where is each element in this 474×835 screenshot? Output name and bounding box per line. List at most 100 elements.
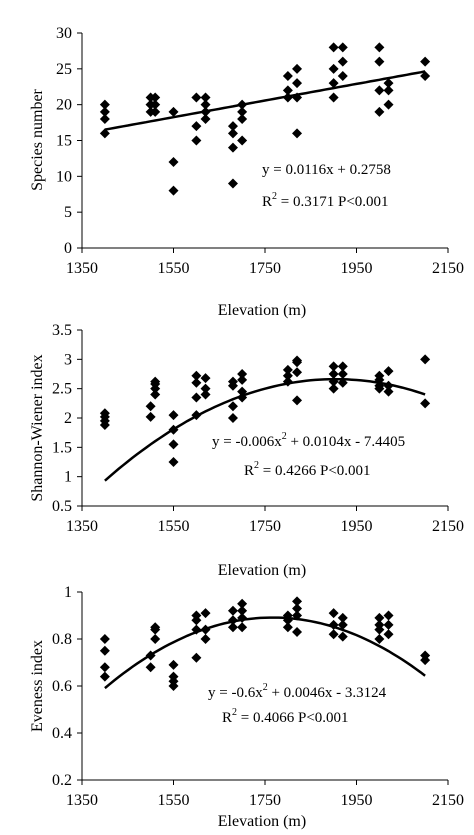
data-point bbox=[282, 364, 293, 375]
panel-2-fit-line bbox=[104, 377, 426, 482]
data-point bbox=[292, 78, 303, 89]
data-point bbox=[337, 619, 348, 630]
data-point bbox=[337, 56, 348, 67]
y-tick-label: 2 bbox=[64, 410, 72, 427]
x-tick-label: 2150 bbox=[432, 792, 464, 809]
data-point bbox=[227, 622, 238, 633]
data-point bbox=[99, 662, 110, 673]
data-point bbox=[374, 634, 385, 644]
data-point bbox=[328, 629, 339, 640]
data-point bbox=[237, 369, 248, 379]
y-tick-label: 0.4 bbox=[52, 725, 72, 742]
data-point bbox=[292, 367, 303, 378]
panel-2-r-value: = 0.4266 P<0.001 bbox=[259, 463, 371, 479]
panel-3-y-axis-label: Eveness index bbox=[29, 640, 46, 732]
panel-3-points bbox=[99, 596, 431, 691]
data-point bbox=[383, 629, 394, 640]
data-point bbox=[237, 374, 248, 385]
panel-2-eq-part1: y = -0.006x bbox=[212, 434, 282, 450]
data-point bbox=[145, 411, 156, 422]
data-point bbox=[191, 121, 202, 132]
panel-1-tick-labels: 0 5 10 15 20 25 30 1350 1550 1750 1950 2150 bbox=[56, 25, 464, 277]
x-tick-label: 1350 bbox=[66, 792, 98, 809]
panel-1-x-axis-label: Elevation (m) bbox=[218, 302, 306, 319]
y-tick-label: 15 bbox=[56, 133, 72, 150]
data-point bbox=[200, 608, 211, 619]
data-point bbox=[191, 652, 202, 663]
x-tick-label: 1550 bbox=[158, 260, 190, 277]
panel-2-eq-part2: + 0.0104x - 7.4405 bbox=[287, 434, 405, 450]
data-point bbox=[200, 389, 211, 400]
data-point bbox=[150, 622, 161, 633]
data-point bbox=[237, 114, 248, 124]
panel-2-axes bbox=[81, 330, 448, 507]
data-point bbox=[227, 413, 238, 423]
panel-1-y-axis-label: Species number bbox=[29, 88, 46, 190]
panel-3-x-axis-label: Elevation (m) bbox=[218, 813, 306, 830]
data-point bbox=[292, 395, 303, 406]
data-point bbox=[200, 92, 211, 103]
x-tick-label: 1750 bbox=[249, 260, 281, 277]
data-point bbox=[99, 645, 110, 656]
data-point bbox=[282, 370, 293, 381]
data-point bbox=[383, 610, 394, 621]
data-point bbox=[99, 106, 110, 117]
data-point bbox=[99, 114, 110, 124]
data-point bbox=[99, 671, 110, 682]
panel-2-tick-labels: 0.5 1 1.5 2 2.5 3 3.5 1350 1550 1750 1950 2150 bbox=[52, 322, 464, 535]
data-point bbox=[99, 99, 110, 110]
data-point bbox=[168, 671, 179, 682]
data-point bbox=[145, 662, 156, 673]
data-point bbox=[337, 612, 348, 623]
data-point bbox=[237, 605, 248, 616]
x-tick-label: 1950 bbox=[341, 260, 373, 277]
data-point bbox=[168, 439, 179, 450]
data-point bbox=[374, 106, 385, 117]
data-point bbox=[145, 401, 156, 412]
data-point bbox=[168, 106, 179, 117]
x-tick-label: 1950 bbox=[341, 518, 373, 535]
data-point bbox=[420, 56, 431, 67]
data-point bbox=[374, 56, 385, 67]
panel-3-r-exponent: 2 bbox=[232, 707, 237, 718]
data-point bbox=[191, 377, 202, 388]
data-point bbox=[383, 619, 394, 630]
data-point bbox=[191, 610, 202, 621]
data-point bbox=[150, 99, 161, 110]
data-point bbox=[292, 596, 303, 607]
data-point bbox=[282, 71, 293, 81]
data-point bbox=[337, 631, 348, 642]
data-point bbox=[328, 63, 339, 74]
panel-3-r-letter: R bbox=[222, 710, 232, 726]
y-tick-label: 2.5 bbox=[52, 381, 72, 398]
data-point bbox=[337, 42, 348, 53]
data-point bbox=[168, 659, 179, 670]
data-point bbox=[282, 85, 293, 96]
data-point bbox=[227, 142, 238, 153]
data-point bbox=[168, 457, 179, 467]
data-point bbox=[237, 106, 248, 117]
y-tick-label: 0.5 bbox=[52, 498, 72, 515]
y-tick-label: 0.6 bbox=[52, 678, 72, 695]
x-tick-label: 1750 bbox=[249, 518, 281, 535]
panel-3-eq-part1: y = -0.6x bbox=[208, 685, 263, 701]
panel-1-r-squared: R2 = 0.3171 P<0.001 bbox=[262, 191, 389, 210]
panel-1-r-value: = 0.3171 P<0.001 bbox=[277, 194, 389, 210]
panel-3-equation: y = -0.6x2 + 0.0046x - 3.3124 bbox=[208, 682, 387, 701]
y-tick-label: 20 bbox=[56, 97, 72, 114]
y-tick-label: 30 bbox=[56, 25, 72, 42]
panel-3-r-value: = 0.4066 P<0.001 bbox=[237, 710, 349, 726]
data-point bbox=[337, 71, 348, 81]
y-tick-label: 3.5 bbox=[52, 322, 72, 339]
data-point bbox=[328, 608, 339, 619]
y-tick-label: 0.8 bbox=[52, 631, 72, 648]
data-point bbox=[227, 121, 238, 132]
data-point bbox=[383, 366, 394, 377]
data-point bbox=[420, 71, 431, 81]
data-point bbox=[200, 634, 211, 644]
data-point bbox=[227, 376, 238, 387]
data-point bbox=[292, 603, 303, 614]
data-point bbox=[200, 114, 211, 124]
data-point bbox=[150, 389, 161, 400]
